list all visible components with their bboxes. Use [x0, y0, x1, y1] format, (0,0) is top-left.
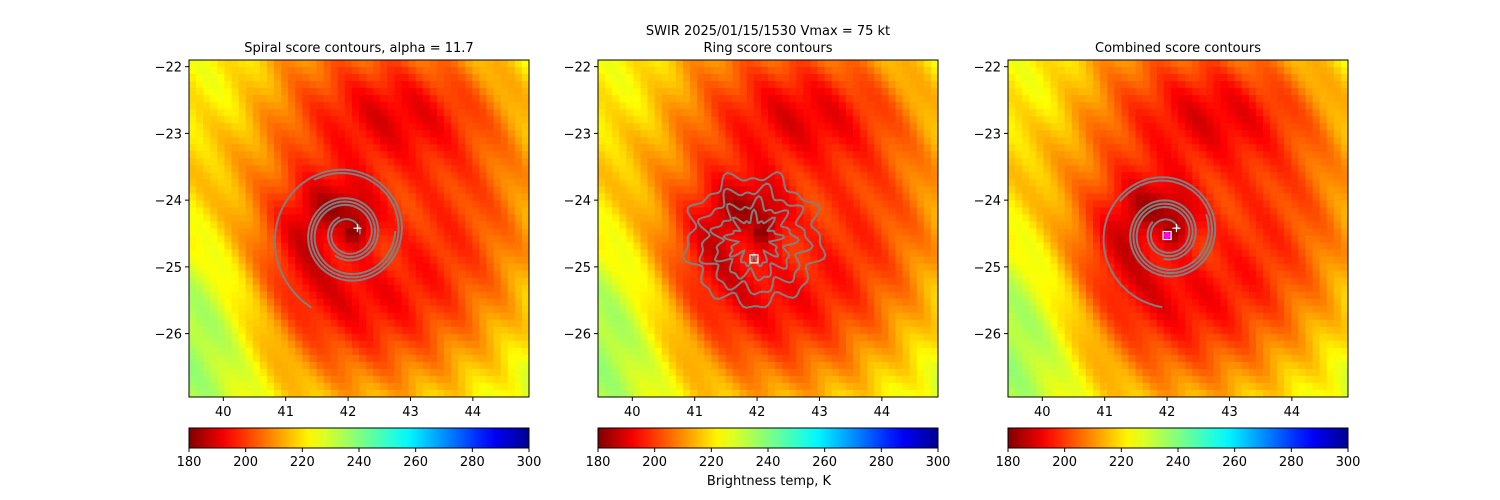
x-tick-label: 42: [340, 405, 357, 420]
y-tick-label: −25: [564, 261, 591, 276]
contour-line: [722, 208, 786, 268]
x-tick-label: 40: [1034, 405, 1051, 420]
colorbar-tick-label: 260: [812, 455, 837, 470]
colorbar-gradient: [1007, 427, 1349, 449]
colorbar-tick-label: 220: [699, 455, 724, 470]
contours-2: [682, 171, 827, 309]
y-tick-label: −24: [974, 194, 1001, 209]
colorbar-label: Brightness temp, K: [707, 474, 832, 489]
x-tick-label: 44: [874, 405, 891, 420]
colorbar-tick-label: 220: [290, 455, 315, 470]
heatmap-3: [1008, 60, 1348, 397]
colorbar-tick-label: 240: [347, 455, 372, 470]
colorbar-tick-label: 180: [177, 455, 202, 470]
colorbar-tick-label: 200: [1052, 455, 1077, 470]
colorbar-tick-label: 280: [869, 455, 894, 470]
x-tick-label: 44: [465, 405, 482, 420]
x-tick-label: 41: [1096, 405, 1113, 420]
colorbar-tick-label: 260: [1222, 455, 1247, 470]
colorbar-tick-label: 260: [403, 455, 428, 470]
colorbar-tick-label: 280: [1279, 455, 1304, 470]
panel-3: Combined score contours 40 41 42 43 44 −22 −23 −…: [974, 41, 1361, 470]
center-plus-marker: [353, 224, 362, 233]
y-tick-label: −22: [564, 61, 591, 76]
axes-frame: [1007, 59, 1349, 398]
x-tick-label: 44: [1284, 405, 1301, 420]
y-tick-label: −24: [155, 194, 182, 209]
figure-suptitle: SWIR 2025/01/15/1530 Vmax = 75 kt: [646, 24, 890, 39]
y-tick-label: −22: [974, 61, 1001, 76]
panel-title: Ring score contours: [703, 41, 832, 56]
axes-frame: [188, 59, 530, 398]
colorbar-tick-label: 280: [460, 455, 485, 470]
y-tick-label: −22: [155, 61, 182, 76]
center-square-marker: [1162, 230, 1172, 241]
center-plus-marker: [1172, 224, 1181, 233]
x-tick-label: 40: [624, 405, 641, 420]
x-tick-label: 41: [686, 405, 703, 420]
y-tick-label: −26: [564, 328, 591, 343]
contour-line: [310, 171, 400, 279]
colorbar-tick-label: 220: [1109, 455, 1134, 470]
panel-title: Combined score contours: [1095, 41, 1261, 56]
center-dot-marker: [1163, 232, 1171, 240]
contours-1: [273, 168, 403, 309]
contour-line: [313, 203, 397, 276]
colorbar-tick-label: 200: [642, 455, 667, 470]
colorbar-tick-label: 240: [1166, 455, 1191, 470]
y-tick-label: −26: [155, 328, 182, 343]
contours-3: [1102, 176, 1217, 308]
colorbar-gradient: [597, 427, 939, 449]
contour-line: [273, 168, 403, 309]
panel-1: Spiral score contours, alpha = 11.7 40 41 4…: [155, 41, 542, 470]
contour-line: [709, 194, 800, 282]
colorbar-tick-label: 240: [756, 455, 781, 470]
contour-line: [1135, 205, 1210, 271]
panel-title: Spiral score contours, alpha = 11.7: [244, 41, 473, 56]
x-tick-label: 41: [277, 405, 294, 420]
x-tick-label: 40: [215, 405, 232, 420]
y-tick-label: −23: [155, 127, 182, 142]
colorbar-tick-label: 300: [517, 455, 542, 470]
y-tick-label: −23: [564, 127, 591, 142]
x-tick-label: 43: [402, 405, 419, 420]
y-tick-label: −25: [974, 261, 1001, 276]
center-square-marker: [749, 254, 759, 264]
x-tick-label: 42: [749, 405, 766, 420]
x-tick-label: 43: [1221, 405, 1238, 420]
x-tick-label: 42: [1159, 405, 1176, 420]
y-tick-label: −25: [155, 261, 182, 276]
colorbar-tick-label: 300: [1336, 455, 1361, 470]
x-tick-label: 43: [811, 405, 828, 420]
contour-line: [696, 182, 814, 296]
colorbar-tick-label: 180: [996, 455, 1021, 470]
colorbar-gradient: [188, 427, 530, 449]
colorbar-3: 180 200 220 240 260 280 300: [996, 427, 1361, 470]
contour-line: [682, 171, 827, 309]
colorbar-tick-label: 200: [233, 455, 258, 470]
contour-line: [1102, 176, 1217, 308]
colorbar-tick-label: 300: [926, 455, 951, 470]
panel-2: Ring score contours 40 41 42 43 44 −22 −23 −24 −2…: [564, 41, 951, 470]
y-tick-label: −26: [974, 328, 1001, 343]
axes-frame: [597, 59, 939, 398]
panels: Spiral score contours, alpha = 11.7 40 41 4…: [155, 41, 1361, 470]
colorbar-tick-label: 180: [586, 455, 611, 470]
y-tick-label: −23: [974, 127, 1001, 142]
colorbar-2: 180 200 220 240 260 280 300: [586, 427, 951, 470]
colorbar-1: 180 200 220 240 260 280 300: [177, 427, 542, 470]
contour-line: [1119, 179, 1214, 274]
y-tick-label: −24: [564, 194, 591, 209]
